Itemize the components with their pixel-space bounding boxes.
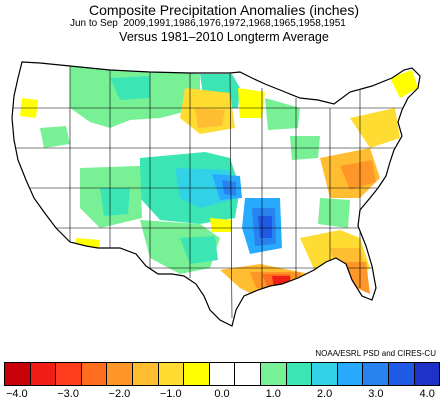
region-minnesota-south [195,108,225,128]
legend-swatch [5,363,31,385]
region-mississippi-max [258,216,272,238]
region-texas-central [180,236,218,264]
legend-tick-label: −4.0 [5,388,28,400]
legend-swatch [81,363,108,385]
legend-tick-label: 4.0 [419,388,435,400]
legend-tick-label: 1.0 [265,388,281,400]
legend-swatch [312,363,338,385]
legend-swatch [56,363,82,385]
legend-tick-label: −1.0 [159,388,182,400]
legend-swatch [337,363,364,385]
legend-swatch [414,363,440,385]
period-label: Jun to Sep [70,18,118,29]
region-wisconsin [238,88,265,118]
map-title: Composite Precipitation Anomalies (inche… [88,2,359,18]
precipitation-anomaly-map [11,61,421,327]
region-florida-peninsula [340,262,370,294]
legend-swatch [286,363,313,385]
region-michigan [265,98,300,130]
legend-swatch [209,363,236,385]
legend-swatch [158,363,185,385]
region-tennessee [318,198,350,228]
region-oklahoma-dry [210,218,232,232]
legend-tick-label: −2.0 [108,388,131,400]
legend-tick-label: −3.0 [57,388,79,400]
legend-swatch [363,363,389,385]
legend-swatch [30,363,57,385]
region-great-basin [40,126,70,148]
legend-swatch [107,363,133,385]
legend-swatch [260,363,287,385]
legend-swatch [184,363,210,385]
region-northeast [350,108,400,148]
color-legend-bar [4,362,440,386]
map-period: Jun to Sep 2009,1991,1986,1976,1972,1968… [70,18,346,29]
region-virginia [340,160,376,190]
data-source-credit: NOAA/ESRL PSD and CIRES-CU [315,349,436,358]
region-new-england [390,70,418,98]
composite-years: 2009,1991,1986,1976,1972,1968,1965,1958,… [123,18,346,29]
legend-tick-label: 0.0 [214,388,230,400]
legend-swatch [235,363,261,385]
legend-swatch [132,363,159,385]
map-subtitle: Versus 1981–2010 Longterm Average [119,30,329,44]
region-arizona [100,188,130,216]
color-legend-ticks: −4.0 −3.0 −2.0 −1.0 0.0 1.0 2.0 3.0 4.0 [4,388,440,402]
legend-tick-label: 2.0 [316,388,333,400]
legend-tick-label: 3.0 [368,388,384,400]
legend-swatch [388,363,415,385]
region-montana-east [110,76,150,100]
